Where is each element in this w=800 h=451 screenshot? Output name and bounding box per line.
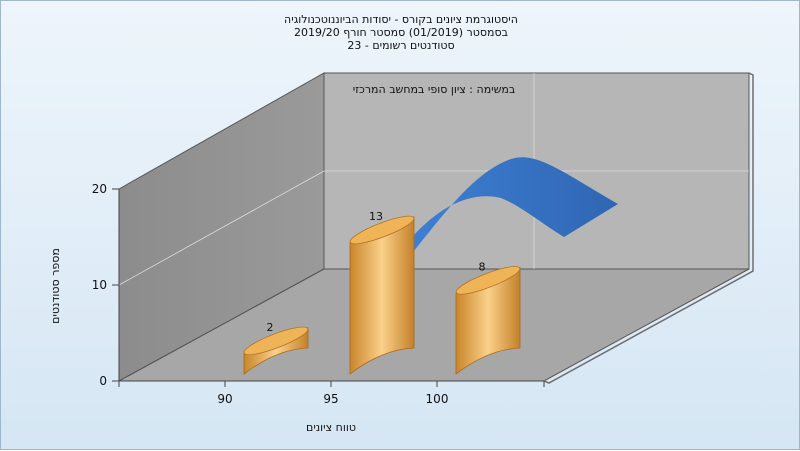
- x-axis-label: טווח ציונים: [306, 421, 356, 434]
- chart-title-line-3: סטודנטים רשומים - 23: [347, 39, 454, 52]
- y-tick-label: 20: [92, 182, 107, 196]
- x-axis-ticks: 90 95 100: [118, 381, 545, 406]
- data-label-90: 2: [267, 321, 274, 334]
- bar-top-100: [455, 266, 521, 295]
- chart-title-line-2: בסמסטר (01/2019) סמסטר חורף 2019/20: [294, 26, 508, 39]
- panel-label: במשימה : ציון סופי במחשב המרכזי: [353, 83, 516, 96]
- bar-top-95: [349, 215, 415, 245]
- box-edge: [543, 72, 754, 384]
- data-label-100: 8: [479, 260, 486, 273]
- distribution-curve: [414, 157, 618, 251]
- bar-top-90: [243, 326, 309, 356]
- x-tick-label: 100: [426, 392, 449, 406]
- y-axis: 0 10 20: [92, 182, 120, 388]
- bars-group: 2 13 8: [243, 210, 521, 375]
- y-tick-label: 0: [99, 374, 107, 388]
- chart-title-line-1: היסטוגרמת ציונים בקורס - יסודות הביוננוט…: [284, 13, 518, 26]
- x-tick-label: 95: [323, 392, 338, 406]
- x-tick-label: 90: [217, 392, 232, 406]
- y-tick-label: 10: [92, 278, 107, 292]
- y-axis-label: מספר סטודנטים: [49, 248, 62, 324]
- data-label-95: 13: [369, 210, 383, 223]
